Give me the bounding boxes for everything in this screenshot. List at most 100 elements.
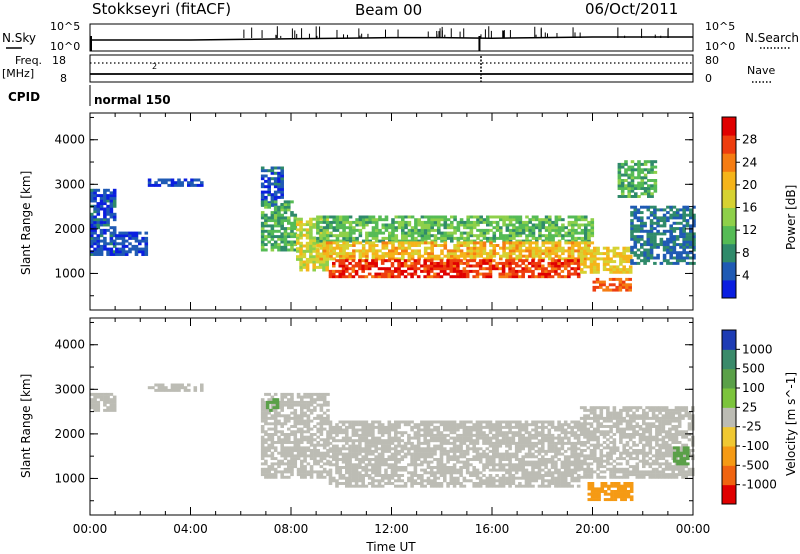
data-cell [264, 198, 268, 202]
data-cell [475, 458, 480, 461]
data-cell [653, 221, 657, 225]
data-cell [452, 466, 457, 469]
data-cell [144, 250, 149, 254]
data-cell [472, 425, 476, 429]
data-cell [394, 431, 398, 435]
data-cell [397, 436, 401, 440]
data-cell [453, 246, 457, 250]
data-cell [371, 244, 376, 247]
data-cell [609, 270, 613, 274]
data-cell [570, 444, 574, 448]
data-cell [459, 269, 463, 273]
data-cell [309, 231, 313, 235]
data-cell [643, 240, 647, 244]
data-cell [112, 242, 117, 246]
data-cell [112, 194, 117, 198]
data-cell [270, 467, 275, 471]
data-cell [306, 403, 311, 407]
data-cell [534, 441, 539, 445]
data-cell [489, 236, 493, 240]
data-cell [93, 239, 97, 243]
data-cell [329, 246, 333, 250]
data-cell [564, 257, 568, 261]
data-cell [501, 275, 506, 279]
data-cell [630, 259, 634, 263]
data-cell [518, 439, 522, 443]
data-cell [499, 228, 503, 232]
data-cell [364, 447, 369, 451]
data-cell [160, 178, 165, 182]
data-cell [436, 484, 441, 488]
data-cell [599, 425, 604, 428]
data-cell [426, 479, 431, 483]
data-cell [306, 470, 311, 474]
data-cell [348, 479, 352, 483]
data-cell [90, 392, 94, 396]
data-cell [508, 257, 513, 261]
data-cell [429, 479, 434, 483]
data-cell [531, 252, 536, 256]
data-cell [593, 246, 597, 250]
data-cell [576, 479, 581, 483]
data-cell [365, 215, 369, 219]
data-cell [358, 444, 362, 448]
data-cell [563, 259, 568, 263]
data-cell [593, 265, 597, 269]
data-cell [627, 189, 631, 193]
data-cell [302, 228, 307, 232]
data-cell [313, 392, 317, 396]
data-cell [410, 458, 414, 461]
data-cell [358, 423, 362, 427]
data-cell [534, 264, 539, 268]
data-cell [187, 388, 191, 392]
data-cell [93, 220, 97, 224]
data-cell [354, 484, 359, 488]
data-cell [472, 439, 476, 443]
data-cell [303, 430, 307, 434]
data-cell [270, 193, 275, 197]
data-cell [365, 249, 369, 253]
data-cell [557, 244, 562, 247]
data-cell [103, 220, 107, 224]
data-cell [463, 223, 467, 227]
data-cell [640, 219, 644, 223]
data-cell [371, 226, 376, 230]
data-cell [574, 244, 578, 247]
data-cell [302, 265, 307, 269]
data-cell [685, 261, 690, 265]
data-cell [443, 479, 447, 483]
data-cell [589, 268, 594, 272]
data-cell [270, 227, 275, 231]
data-cell [505, 458, 509, 461]
data-cell [521, 471, 525, 475]
data-cell [361, 482, 365, 485]
data-cell [154, 183, 158, 187]
data-cell [535, 244, 539, 247]
data-cell [394, 246, 399, 250]
data-cell [280, 177, 284, 181]
data-cell [489, 220, 493, 224]
data-cell [599, 459, 604, 463]
data-cell [440, 257, 444, 261]
data-cell [325, 215, 330, 219]
data-cell [599, 443, 604, 447]
data-cell [443, 264, 447, 268]
data-cell [465, 458, 470, 461]
data-cell [264, 400, 268, 404]
data-cell [164, 178, 168, 182]
data-cell [593, 454, 597, 458]
data-cell [596, 262, 600, 266]
data-cell [505, 439, 509, 443]
data-cell [649, 229, 654, 233]
data-cell [315, 265, 320, 269]
data-cell [387, 449, 392, 453]
data-cell [570, 261, 574, 265]
data-cell [430, 234, 434, 238]
data-cell [662, 245, 667, 249]
data-cell [358, 463, 362, 467]
data-cell [338, 259, 343, 263]
data-cell [508, 244, 513, 247]
data-cell [397, 431, 401, 435]
data-cell [433, 215, 438, 219]
data-cell [547, 449, 552, 453]
